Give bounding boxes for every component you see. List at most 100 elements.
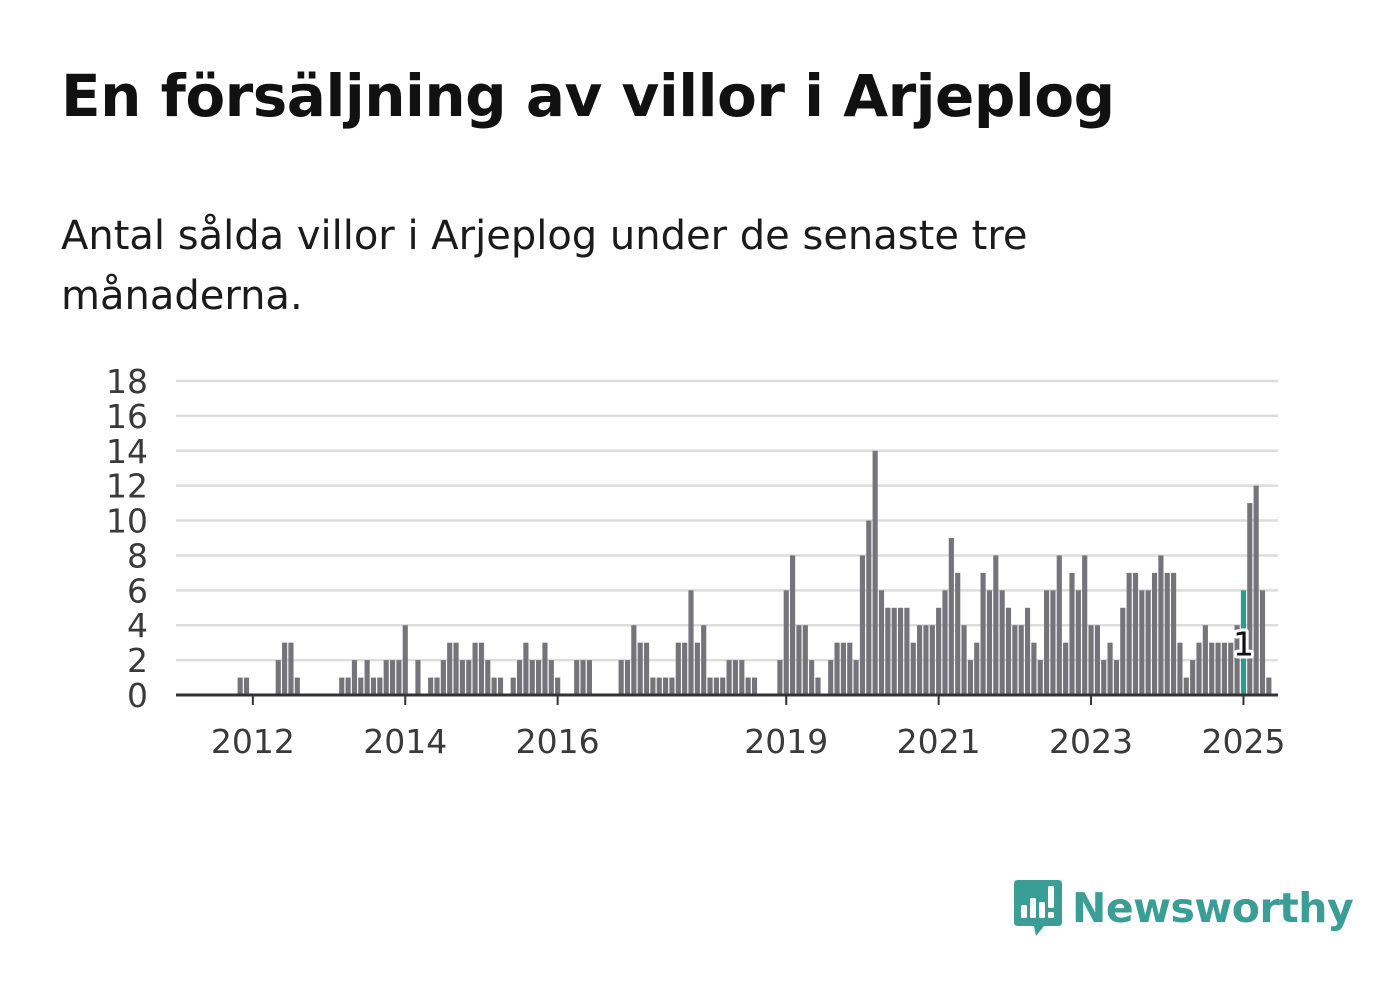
bar	[1139, 590, 1145, 695]
bar	[815, 677, 821, 695]
bar	[339, 677, 345, 695]
bar	[282, 642, 288, 695]
bar	[491, 677, 497, 695]
gridlines	[176, 379, 1278, 662]
bar	[859, 555, 866, 695]
bar	[370, 677, 377, 695]
bar	[1031, 642, 1037, 695]
bar	[1253, 485, 1259, 695]
brand-name: Newsworthy	[1072, 884, 1354, 932]
bar	[428, 677, 434, 695]
bar	[275, 660, 281, 695]
y-tick-label: 10	[106, 502, 148, 541]
bar	[1177, 642, 1183, 695]
bar	[885, 607, 891, 695]
bar	[1171, 572, 1177, 695]
bar	[713, 677, 719, 695]
bar	[294, 677, 300, 695]
bar	[440, 660, 446, 695]
y-tick-label: 2	[127, 641, 148, 680]
bar	[1088, 625, 1094, 695]
bar	[663, 677, 669, 695]
bar	[574, 660, 580, 695]
bar	[1266, 677, 1272, 695]
bar	[1012, 625, 1018, 695]
bar	[243, 677, 250, 695]
bar	[1005, 607, 1012, 695]
bar	[1044, 590, 1050, 695]
bar	[529, 660, 535, 695]
bar	[1259, 590, 1266, 695]
bar	[910, 642, 916, 695]
bar	[453, 642, 459, 695]
bar	[402, 625, 408, 695]
bar	[516, 660, 523, 695]
bar	[1113, 660, 1120, 695]
x-tick-label: 2023	[1049, 722, 1133, 761]
bar	[396, 660, 402, 695]
bar	[1202, 625, 1208, 695]
bar	[682, 642, 688, 695]
bar	[897, 607, 904, 695]
bar	[650, 677, 656, 695]
bar	[790, 555, 796, 695]
bar	[783, 590, 789, 695]
bar	[1234, 625, 1240, 695]
x-tick-label: 2016	[516, 722, 600, 761]
bar	[466, 660, 472, 695]
y-tick-label: 0	[127, 676, 148, 715]
bar	[675, 642, 681, 695]
bar	[536, 660, 542, 695]
bar	[288, 642, 294, 695]
bar	[1215, 642, 1221, 695]
bar	[1209, 642, 1215, 695]
bar	[853, 660, 859, 695]
bar	[358, 677, 364, 695]
bar	[866, 520, 872, 695]
bar	[872, 450, 878, 695]
bar	[961, 625, 967, 695]
bar	[1063, 642, 1069, 695]
x-tick-label: 2019	[744, 722, 828, 761]
bar	[542, 642, 548, 695]
bar	[1183, 677, 1189, 695]
bar	[834, 642, 840, 695]
highlight-value-label: 1	[1233, 625, 1254, 664]
bar	[364, 660, 370, 695]
bar	[345, 677, 351, 695]
bar	[637, 642, 643, 695]
bar	[497, 677, 504, 695]
y-tick-label: 6	[127, 571, 148, 610]
bar	[351, 660, 358, 695]
bar	[1196, 642, 1202, 695]
bar	[1228, 642, 1234, 695]
bar	[942, 590, 948, 695]
bar	[459, 660, 465, 695]
bar	[447, 642, 453, 695]
bar	[656, 677, 662, 695]
bar	[383, 660, 389, 695]
chart-subtitle: Antal sålda villor i Arjeplog under de s…	[61, 213, 1028, 319]
bar	[1018, 625, 1024, 695]
bar	[1069, 572, 1075, 695]
bar	[688, 590, 694, 695]
bar	[1120, 607, 1126, 695]
x-axis: 2012 2014 2016 2019 2021 2023 2025	[176, 693, 1285, 761]
bar	[643, 642, 650, 695]
bar	[904, 607, 910, 695]
bar	[796, 625, 802, 695]
bar	[523, 642, 529, 695]
bar	[485, 660, 491, 695]
bar	[1221, 642, 1227, 695]
bar	[1094, 625, 1100, 695]
brand-logo: Newsworthy	[1012, 878, 1354, 938]
bar	[1151, 572, 1158, 695]
bars	[237, 450, 1272, 695]
bar	[478, 642, 485, 695]
bar	[1164, 572, 1170, 695]
bar	[1145, 590, 1151, 695]
bar	[878, 590, 885, 695]
y-tick-label: 8	[127, 536, 148, 575]
chart-title: En försäljning av villor i Arjeplog	[61, 62, 1115, 130]
